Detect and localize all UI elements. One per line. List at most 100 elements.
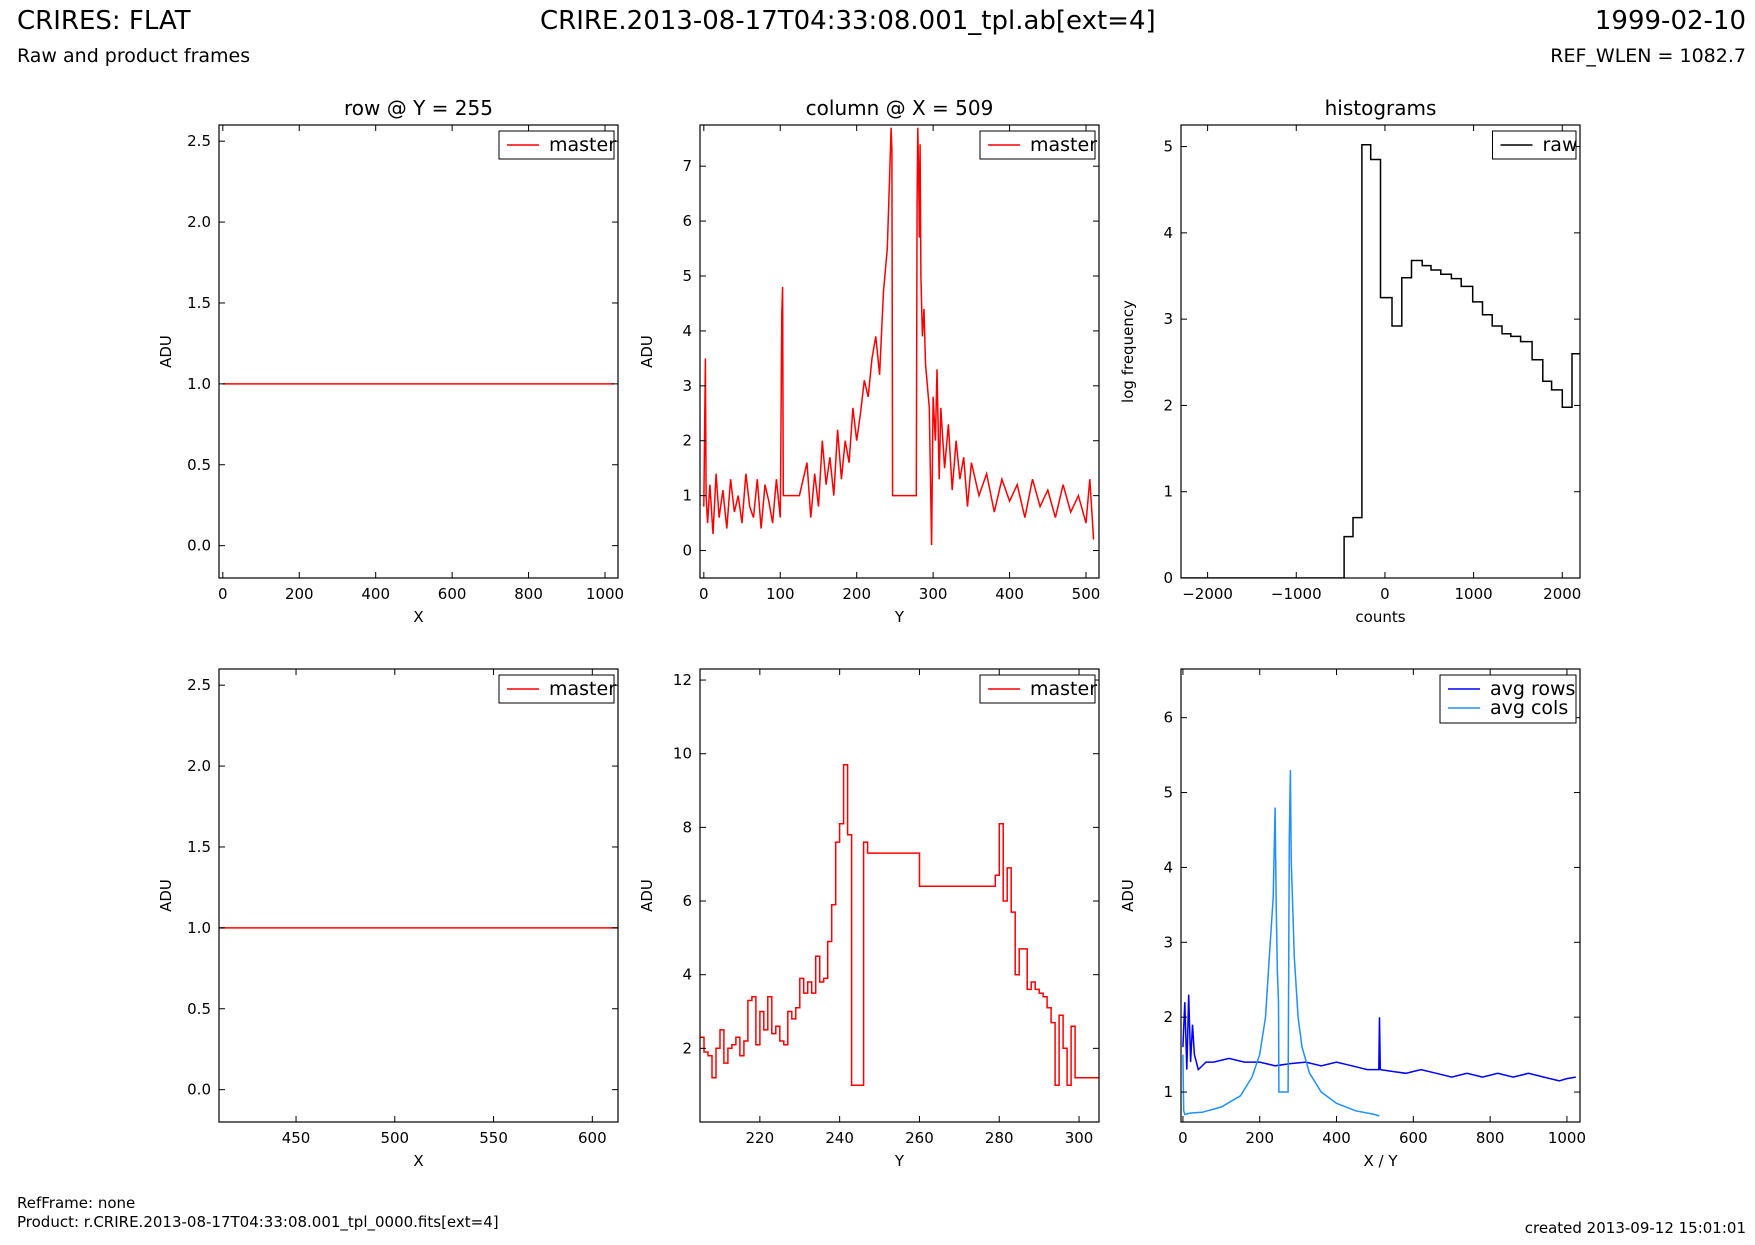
x-tick-label: 2000 [1543, 585, 1581, 603]
chart-panel-4: 450 500 550 600 0.0 0.5 1.0 1.5 2.0 2.5 X ADU master [157, 668, 619, 1170]
panel-title: column @ X = 509 [806, 96, 994, 120]
reference-wavelength: REF_WLEN = 1082.7 [1550, 45, 1746, 67]
x-tick-label: 400 [995, 585, 1024, 603]
x-axis-label: X [413, 608, 423, 626]
created-timestamp: created 2013-09-12 15:01:01 [1524, 1219, 1746, 1237]
y-tick-label: 4 [682, 322, 692, 340]
y-tick-label: 1 [1163, 1083, 1173, 1101]
y-tick-label: 0.5 [187, 456, 211, 474]
y-tick-label: 2.0 [187, 213, 211, 231]
x-tick-label: 0 [699, 585, 709, 603]
legend-label: master [549, 134, 616, 156]
refframe-label: RefFrame: none [17, 1194, 136, 1212]
source-filename: CRIRE.2013-08-17T04:33:08.001_tpl.ab[ext… [540, 6, 1156, 36]
x-tick-label: 200 [285, 585, 314, 603]
y-axis-label: ADU [157, 335, 175, 368]
series-line-master [703, 127, 1095, 546]
observation-date: 1999-02-10 [1594, 6, 1746, 36]
y-tick-label: 1 [682, 487, 692, 505]
plot-frame [218, 124, 619, 579]
legend-label: avg cols [1490, 697, 1568, 719]
y-tick-label: 1.5 [187, 294, 211, 312]
x-axis-label: Y [894, 608, 905, 626]
y-tick-label: 0.0 [187, 1081, 211, 1099]
y-tick-label: 0.0 [187, 537, 211, 555]
legend-label: master [1030, 134, 1097, 156]
y-axis-label: log frequency [1119, 300, 1137, 403]
y-tick-label: 1 [1163, 483, 1173, 501]
y-tick-label: 1.0 [187, 375, 211, 393]
y-tick-label: 3 [1163, 310, 1173, 328]
series-line-avg-cols [1182, 770, 1380, 1117]
y-axis-label: ADU [638, 335, 656, 368]
y-tick-label: 6 [682, 212, 692, 230]
chart-panel-3: −2000 −1000 0 1000 2000 0 1 2 3 4 5 counts log frequ… [1119, 96, 1581, 626]
y-tick-label: 5 [1163, 784, 1173, 802]
chart-panel-6: 0 200 400 600 800 1000 1 2 3 4 5 6 X / Y ADU avg rowsa… [1119, 668, 1586, 1170]
plot-frame [218, 668, 619, 1123]
x-tick-label: 1000 [1548, 1129, 1586, 1147]
y-tick-label: 2 [682, 1039, 692, 1057]
y-tick-label: 2 [1163, 1008, 1173, 1026]
y-tick-label: 2 [682, 432, 692, 450]
chart-panel-2: 0 100 200 300 400 500 0 1 2 3 4 5 6 7 Y ADU column @ X =… [638, 96, 1100, 626]
figure-title: CRIRES: FLAT [17, 6, 191, 36]
legend: master [979, 130, 1097, 160]
x-tick-label: 100 [766, 585, 795, 603]
x-tick-label: 1000 [1455, 585, 1493, 603]
x-tick-label: 300 [919, 585, 948, 603]
x-tick-label: 450 [282, 1129, 311, 1147]
y-tick-label: 3 [1163, 933, 1173, 951]
x-axis-label: X / Y [1363, 1152, 1398, 1170]
x-tick-label: 0 [218, 585, 228, 603]
x-tick-label: 600 [578, 1129, 607, 1147]
x-tick-label: 600 [438, 585, 467, 603]
y-tick-label: 4 [1163, 224, 1173, 242]
x-tick-label: 300 [1065, 1129, 1094, 1147]
y-tick-label: 10 [673, 745, 692, 763]
legend: master [498, 130, 616, 160]
legend: master [979, 674, 1097, 704]
legend-label: master [549, 678, 616, 700]
panel-title: row @ Y = 255 [344, 96, 493, 120]
x-tick-label: 550 [479, 1129, 508, 1147]
x-tick-label: 600 [1399, 1129, 1428, 1147]
y-tick-label: 0 [1163, 569, 1173, 587]
legend-label: raw [1543, 134, 1578, 156]
x-tick-label: 500 [380, 1129, 409, 1147]
product-label: Product: r.CRIRE.2013-08-17T04:33:08.001… [17, 1213, 499, 1231]
legend-label: master [1030, 678, 1097, 700]
plot-frame [1180, 668, 1581, 1123]
chart-panel-1: 0 200 400 600 800 1000 0.0 0.5 1.0 1.5 2.0 2.5 X ADU r… [157, 96, 624, 626]
x-tick-label: −1000 [1271, 585, 1322, 603]
x-tick-label: 800 [1476, 1129, 1505, 1147]
chart-panel-5: 220 240 260 280 300 2 4 6 8 10 12 Y ADU master [638, 668, 1100, 1170]
legend-label: avg rows [1490, 678, 1575, 700]
y-tick-label: 3 [682, 377, 692, 395]
x-tick-label: −2000 [1182, 585, 1233, 603]
x-tick-label: 800 [514, 585, 543, 603]
series-line-avg-rows [1182, 994, 1576, 1082]
plot-frame [1180, 124, 1581, 579]
plot-frame [699, 124, 1100, 579]
y-axis-label: ADU [638, 879, 656, 912]
y-tick-label: 1.5 [187, 838, 211, 856]
legend: master [498, 674, 616, 704]
y-tick-label: 2.5 [187, 132, 211, 150]
x-axis-label: counts [1355, 608, 1405, 626]
x-tick-label: 280 [985, 1129, 1014, 1147]
y-tick-label: 4 [682, 966, 692, 984]
series-line-raw [1181, 144, 1580, 578]
y-tick-label: 2.5 [187, 676, 211, 694]
y-tick-label: 2.0 [187, 757, 211, 775]
x-tick-label: 0 [1380, 585, 1390, 603]
y-tick-label: 0.5 [187, 1000, 211, 1018]
y-tick-label: 5 [1163, 138, 1173, 156]
plot-frame [699, 668, 1100, 1123]
x-tick-label: 400 [1322, 1129, 1351, 1147]
figure-subtitle: Raw and product frames [17, 45, 251, 67]
panel-title: histograms [1325, 96, 1437, 120]
x-tick-label: 220 [746, 1129, 775, 1147]
